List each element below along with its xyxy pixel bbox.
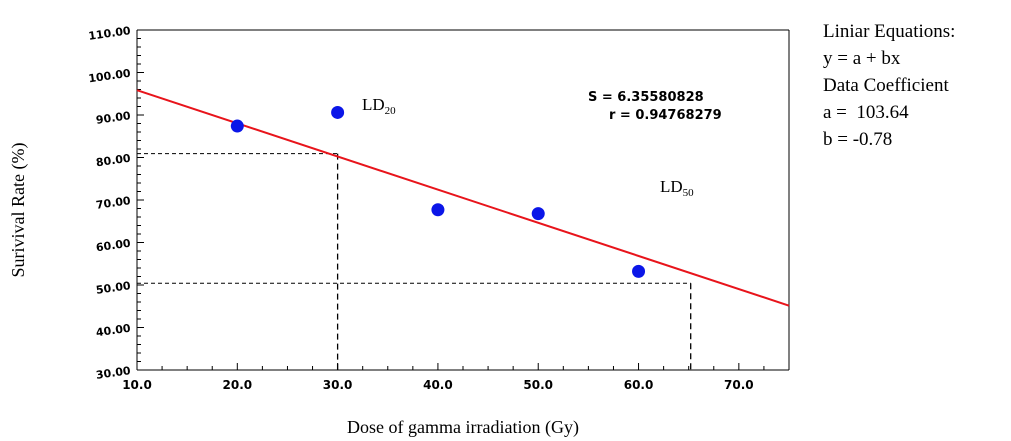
coefficient-a: a = 103.64 xyxy=(823,102,909,123)
x-tick-label: 10.0 xyxy=(122,378,152,392)
equation-formula: y = a + bx xyxy=(823,48,901,69)
ld50-label: LD50 xyxy=(660,177,694,199)
y-tick-label: 80.00 xyxy=(95,152,132,170)
data-points xyxy=(230,105,646,278)
data-point xyxy=(230,119,244,133)
y-tick-label: 110.00 xyxy=(88,24,132,43)
x-tick-label: 50.0 xyxy=(523,378,553,392)
x-axis-title: Dose of gamma irradiation (Gy) xyxy=(347,417,579,438)
stats-r: r = 0.94768279 xyxy=(609,108,722,123)
y-axis-title: Surivival Rate (%) xyxy=(8,143,29,278)
ld20-label: LD20 xyxy=(362,95,396,117)
regression-line xyxy=(136,89,790,307)
regression-line-group xyxy=(136,89,790,307)
stats-s: S = 6.35580828 xyxy=(588,90,704,105)
equation-heading: Liniar Equations: xyxy=(823,21,956,42)
axes: 30.00 40.00 50.00 60.00 70.00 80.00 90.00 100.0… xyxy=(88,24,790,392)
y-tick-label: 90.00 xyxy=(95,109,132,127)
x-tick-label: 60.0 xyxy=(624,378,654,392)
x-tick-label: 30.0 xyxy=(323,378,353,392)
data-point xyxy=(331,105,345,119)
reference-lines xyxy=(137,153,692,370)
y-tick-label: 30.00 xyxy=(95,364,132,382)
x-tick-label: 40.0 xyxy=(423,378,453,392)
coefficient-heading: Data Coefficient xyxy=(823,75,949,96)
data-point xyxy=(632,264,646,278)
y-tick-label: 60.00 xyxy=(95,237,132,255)
data-point xyxy=(431,203,445,217)
y-tick-label: 40.00 xyxy=(95,322,132,340)
x-tick-label: 20.0 xyxy=(223,378,253,392)
y-tick-label: 70.00 xyxy=(95,194,132,212)
equation-panel: Liniar Equations: y = a + bx Data Coeffi… xyxy=(823,18,1008,153)
y-tick-label: 50.00 xyxy=(95,279,132,297)
coefficient-b: b = -0.78 xyxy=(823,129,893,150)
y-tick-label: 100.00 xyxy=(88,67,132,86)
data-point xyxy=(531,207,545,221)
x-tick-label: 70.0 xyxy=(724,378,754,392)
